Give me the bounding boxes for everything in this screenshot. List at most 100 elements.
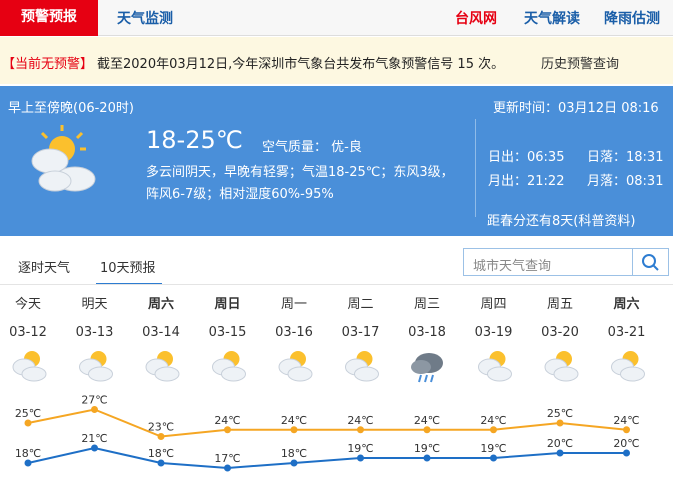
cloud [620, 366, 645, 382]
weather-icon [278, 351, 313, 382]
weekday: 周日 [214, 297, 240, 312]
description: 多云间阴天，早晚有轻雾；气温18-25℃；东风3级， [146, 165, 454, 180]
period: 早上至傍晚(06-20时) [8, 101, 134, 116]
nav-link[interactable]: 天气解读 [524, 11, 580, 27]
cloud [287, 366, 313, 382]
temp-label: 23℃ [148, 421, 174, 434]
temp-point [157, 459, 165, 467]
date: 03-15 [209, 325, 247, 340]
temp-label: 18℃ [15, 447, 41, 460]
weather-icon [12, 351, 47, 382]
weather-icon [611, 351, 645, 382]
temp-label: 25℃ [15, 407, 41, 420]
temp-label: 25℃ [547, 407, 573, 420]
temp-line [27, 408, 627, 438]
temp-label: 20℃ [613, 437, 639, 450]
air-quality: 空气质量： 优-良 [262, 140, 362, 155]
countdown[interactable]: 距春分还有8天(科普资料) [487, 214, 636, 229]
temp-point [623, 426, 630, 434]
temp-label: 18℃ [148, 447, 174, 460]
temp-point [556, 419, 564, 427]
temp-label: 19℃ [414, 442, 440, 455]
weekday: 周一 [281, 297, 307, 312]
weekday: 今天 [15, 296, 41, 312]
temp-label: 21℃ [81, 432, 107, 445]
temp-point [224, 426, 231, 434]
date: 03-19 [475, 325, 513, 340]
cloud [411, 360, 431, 374]
description: 阵风6-7级；相对湿度60%-95% [146, 187, 334, 202]
temp-point [224, 464, 231, 472]
temp-point [290, 426, 298, 434]
rain [430, 374, 434, 383]
tab[interactable]: 逐时天气 [18, 261, 71, 276]
date: 03-20 [541, 325, 579, 340]
forecast: 今天 03-12 明天 03-13 周六 03-14 周日 03-15 周一 03-16 周二 03-… [9, 296, 646, 472]
cloud [553, 366, 579, 382]
temp-point [357, 454, 364, 462]
rain [424, 374, 428, 383]
weekday: 周五 [547, 297, 573, 312]
nav-link[interactable]: 降雨估测 [604, 11, 660, 27]
nav-link[interactable]: 台风网 [455, 11, 497, 27]
weekday: 周六 [613, 296, 639, 312]
nav-bar [0, 0, 673, 36]
weekday: 周二 [347, 297, 373, 312]
temp-point [157, 433, 165, 440]
date: 03-14 [142, 325, 180, 340]
search-placeholder[interactable]: 城市天气查询 [473, 259, 552, 274]
cloud [154, 366, 180, 382]
weekday: 明天 [81, 297, 107, 312]
nav-active[interactable]: 预警预报 [0, 0, 98, 36]
weekday: 周四 [480, 297, 506, 312]
temp-label: 19℃ [480, 442, 506, 455]
cloud [221, 366, 246, 382]
weather-icon [544, 351, 579, 382]
temp-point [556, 449, 564, 457]
temp-point [24, 459, 32, 467]
weekday: 周三 [414, 297, 440, 312]
date: 03-12 [9, 325, 47, 340]
search-button[interactable] [632, 249, 667, 275]
tab[interactable]: 10天预报 [100, 261, 156, 276]
date: 03-16 [275, 325, 313, 340]
weather-icon [212, 351, 246, 382]
weather-icon [31, 125, 96, 192]
date: 03-13 [76, 325, 114, 340]
temp-label: 24℃ [613, 414, 639, 427]
temp-label: 24℃ [347, 414, 373, 427]
temp-label: 17℃ [214, 452, 240, 465]
nav-tab[interactable]: 天气监测 [117, 11, 173, 27]
alert-text: 截至2020年03月12日,今年深圳市气象台共发布气象预警信号 15 次。 [97, 57, 505, 72]
temp-point [91, 444, 98, 452]
weather-icon [145, 351, 180, 382]
weather-icon [478, 351, 512, 382]
separator [0, 284, 673, 285]
weather-icon [411, 353, 443, 383]
temp-label: 24℃ [480, 414, 506, 427]
temp-line [27, 446, 627, 470]
cloud [354, 366, 379, 382]
alert-bar [0, 37, 673, 84]
sun-moon: 日落：18:31 [587, 150, 664, 165]
date: 03-21 [608, 325, 646, 340]
weekday: 周六 [148, 296, 174, 312]
updated: 更新时间：03月12日 08:16 [493, 101, 659, 116]
temp-label: 24℃ [214, 414, 240, 427]
cloud [88, 366, 113, 382]
alert-link[interactable]: 历史预警查询 [541, 57, 620, 72]
weather-icon [79, 351, 113, 382]
search-box[interactable] [463, 248, 669, 276]
date: 03-17 [342, 325, 380, 340]
cloud [487, 366, 512, 382]
today-panel: 早上至傍晚(06-20时) 更新时间：03月12日 08:16 18-25℃ 空… [0, 86, 673, 236]
temp-label: 19℃ [347, 442, 373, 455]
sun-moon: 日出：06:35 [488, 150, 565, 165]
temp-label: 18℃ [281, 447, 307, 460]
date: 03-18 [408, 325, 446, 340]
temp-point [623, 449, 630, 457]
sun-moon: 月出：21:22 [488, 174, 565, 189]
divider [475, 119, 476, 217]
temp-point [290, 459, 298, 467]
